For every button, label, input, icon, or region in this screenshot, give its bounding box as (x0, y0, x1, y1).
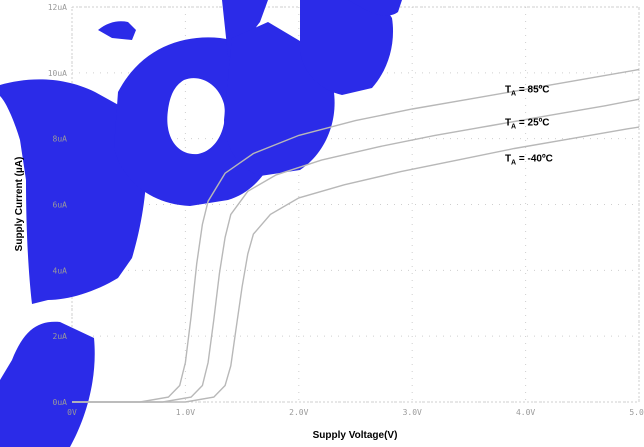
curve-labels: TA = 85ºC TA = 25ºC TA = -40ºC (505, 85, 553, 167)
plot-border (71, 6, 640, 403)
x-tick-label: 3.0V (403, 408, 422, 417)
y-tick-label: 6uA (53, 201, 68, 210)
x-axis-title: Supply Voltage(V) (313, 430, 398, 441)
series-line-2 (72, 98, 640, 403)
y-tick-label: 4uA (53, 266, 68, 275)
x-tick-label: 0V (67, 408, 77, 417)
watermark-letter-6 (300, 0, 394, 95)
y-tick-label: 2uA (53, 332, 68, 341)
x-tick-label: 5.0V (629, 408, 644, 417)
x-tick-label: 1.0V (176, 408, 195, 417)
watermark-letter-2 (0, 321, 95, 447)
x-tick-labels: 0V 1.0V 2.0V 3.0V 4.0V 5.0V (67, 408, 644, 417)
x-tick-label: 4.0V (516, 408, 535, 417)
watermark (0, 0, 402, 447)
y-tick-label: 10uA (48, 69, 67, 78)
y-axis-title: Supply Current (µA) (14, 157, 25, 252)
x-tick-label: 2.0V (289, 408, 308, 417)
watermark-letter-7 (98, 21, 136, 40)
series-label-1: TA = 85ºC (505, 85, 550, 98)
watermark-letter-8 (348, 0, 402, 16)
watermark-letter-1 (0, 79, 147, 304)
series-label-2: TA = 25ºC (505, 118, 550, 131)
plot-frame (71, 6, 640, 403)
series-line-3 (72, 126, 640, 403)
y-tick-label: 12uA (48, 3, 67, 12)
y-tick-label: 8uA (53, 135, 68, 144)
y-tick-label: 0uA (53, 398, 68, 407)
series-line-1 (72, 68, 640, 403)
series-label-3: TA = -40ºC (505, 154, 553, 167)
series-group (72, 68, 640, 403)
y-tick-labels: 0uA 2uA 4uA 6uA 8uA 10uA 12uA (48, 3, 67, 407)
